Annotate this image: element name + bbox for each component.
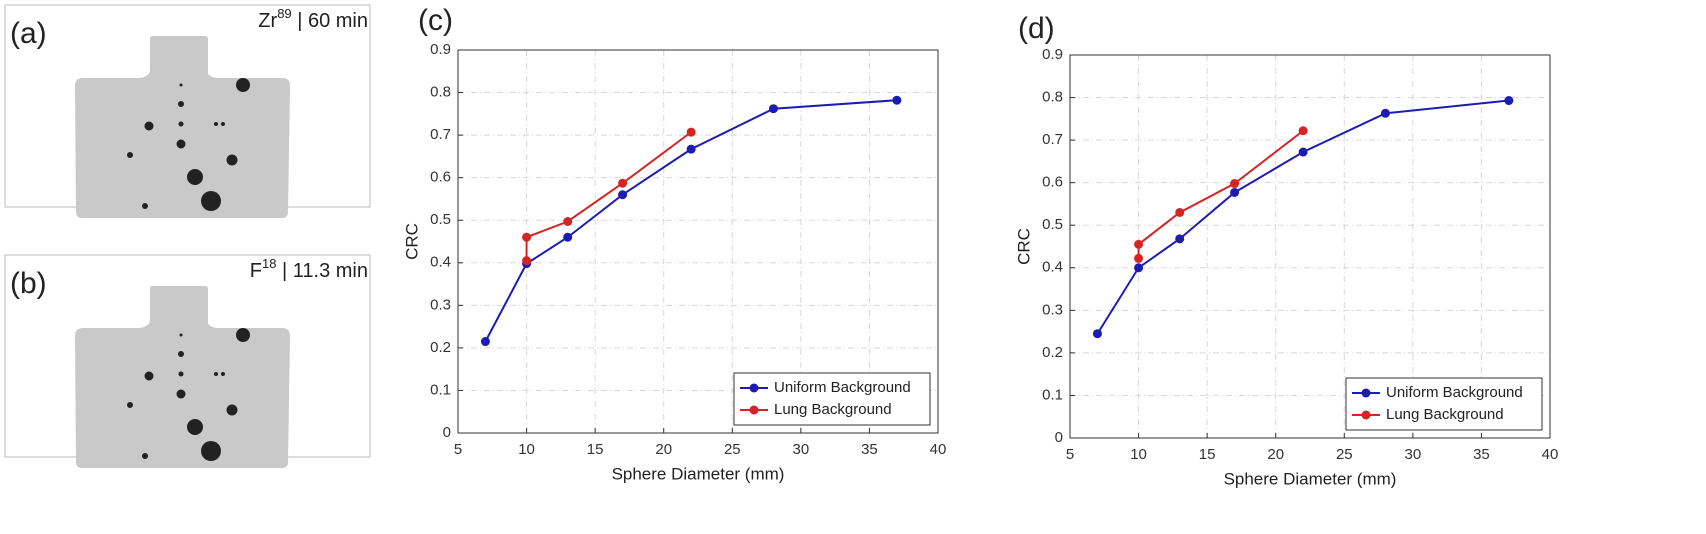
legend-label: Lung Background (1386, 406, 1504, 423)
y-tick-label: 0.8 (1042, 89, 1063, 106)
y-tick-label: 0.4 (430, 254, 451, 271)
y-tick-label: 0 (1055, 429, 1063, 446)
x-axis-label: Sphere Diameter (mm) (612, 464, 785, 483)
y-tick-label: 0.2 (1042, 344, 1063, 361)
y-tick-label: 0.6 (430, 169, 451, 186)
x-tick-label: 25 (724, 441, 741, 458)
data-point (686, 144, 696, 154)
data-point (480, 337, 490, 347)
legend-label: Uniform Background (774, 379, 911, 396)
legend-label: Lung Background (774, 401, 892, 418)
x-tick-label: 25 (1336, 446, 1353, 463)
x-tick-label: 15 (1199, 446, 1216, 463)
y-tick-label: 0.5 (430, 211, 451, 228)
x-tick-label: 30 (793, 441, 810, 458)
x-tick-label: 35 (861, 441, 878, 458)
x-tick-label: 10 (518, 441, 535, 458)
data-point (1134, 239, 1144, 249)
x-tick-label: 30 (1405, 446, 1422, 463)
data-point (1175, 207, 1185, 217)
y-axis-label: CRC (402, 223, 421, 260)
time: | 11.3 min (276, 260, 368, 282)
x-tick-label: 5 (454, 441, 462, 458)
y-axis-label: CRC (1014, 228, 1033, 265)
data-point (768, 104, 778, 114)
x-tick-label: 40 (1542, 446, 1559, 463)
data-point (563, 216, 573, 226)
y-tick-label: 0.3 (1042, 301, 1063, 318)
data-point (1134, 253, 1144, 263)
axes-box (1069, 54, 1551, 439)
legend-marker (1361, 410, 1371, 420)
data-point (563, 232, 573, 242)
x-tick-label: 15 (587, 441, 604, 458)
time: | 60 min (292, 10, 368, 32)
y-tick-label: 0.6 (1042, 174, 1063, 191)
data-point (522, 232, 532, 242)
legend-marker (1361, 388, 1371, 398)
y-tick-label: 0.7 (1042, 131, 1063, 148)
data-point (1175, 234, 1185, 244)
phantom-image (4, 254, 371, 469)
data-point (1504, 96, 1514, 106)
y-tick-label: 0.1 (430, 381, 451, 398)
plot-area (1070, 55, 1550, 438)
data-point (618, 190, 628, 200)
data-point (1298, 147, 1308, 157)
y-tick-label: 0.7 (430, 126, 451, 143)
legend-box (1345, 377, 1543, 431)
panel-label: (a) (10, 17, 47, 50)
axes-box (457, 49, 939, 434)
data-point (1092, 329, 1102, 339)
x-tick-label: 5 (1066, 446, 1074, 463)
mass: 89 (277, 6, 291, 21)
legend-marker (749, 383, 759, 393)
image-caption: Zr89 | 60 min (258, 6, 368, 32)
legend-marker (749, 405, 759, 415)
panel-label: (d) (1018, 12, 1055, 45)
y-tick-label: 0.9 (1042, 46, 1063, 63)
phantom-image (4, 4, 371, 219)
panel-label: (b) (10, 267, 47, 300)
y-tick-label: 0 (443, 424, 451, 441)
data-point (618, 178, 628, 188)
y-tick-label: 0.8 (430, 84, 451, 101)
y-tick-label: 0.2 (430, 339, 451, 356)
x-tick-label: 20 (655, 441, 672, 458)
x-tick-label: 20 (1267, 446, 1284, 463)
x-axis-label: Sphere Diameter (mm) (1224, 469, 1397, 488)
data-point (522, 256, 532, 266)
y-tick-label: 0.5 (1042, 216, 1063, 233)
y-tick-label: 0.3 (430, 296, 451, 313)
data-point (892, 95, 902, 105)
y-tick-label: 0.9 (430, 41, 451, 58)
mass: 18 (262, 256, 276, 271)
data-point (1134, 263, 1144, 273)
x-tick-label: 35 (1473, 446, 1490, 463)
legend-box (733, 372, 931, 426)
data-point (1230, 187, 1240, 197)
isotope: F (250, 260, 262, 282)
data-point (686, 127, 696, 137)
y-tick-label: 0.1 (1042, 386, 1063, 403)
x-tick-label: 10 (1130, 446, 1147, 463)
data-point (1230, 179, 1240, 189)
plot-area (458, 50, 938, 433)
isotope: Zr (258, 10, 277, 32)
legend-label: Uniform Background (1386, 384, 1523, 401)
data-point (1298, 126, 1308, 136)
data-point (1380, 108, 1390, 118)
panel-label: (c) (418, 4, 453, 37)
y-tick-label: 0.4 (1042, 259, 1063, 276)
image-caption: F18 | 11.3 min (250, 256, 368, 282)
x-tick-label: 40 (930, 441, 947, 458)
